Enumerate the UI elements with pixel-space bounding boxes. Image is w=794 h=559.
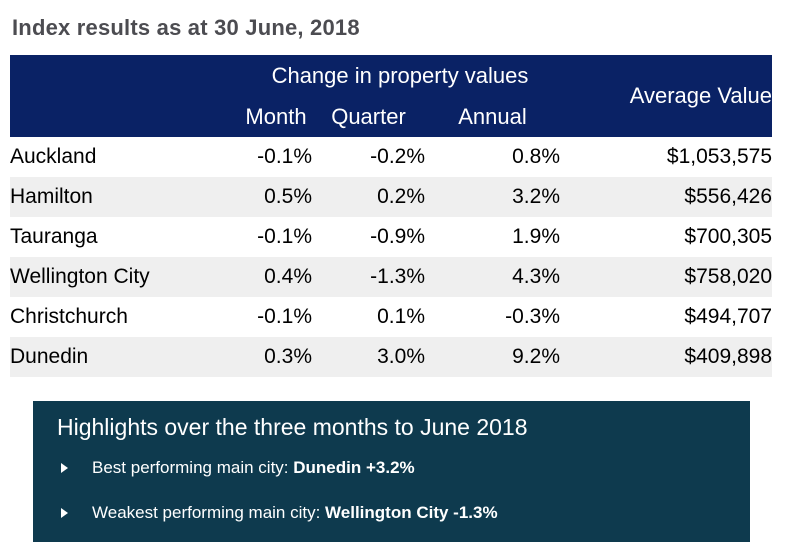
- table-body: Auckland -0.1% -0.2% 0.8% $1,053,575 Hamilton…: [10, 137, 772, 377]
- month-cell: 0.4%: [240, 257, 312, 297]
- highlight-bold-value: Wellington City -1.3%: [325, 503, 498, 522]
- average-value-cell: $1,053,575: [560, 137, 772, 177]
- highlights-list: Best performing main city: Dunedin +3.2%…: [57, 458, 740, 523]
- quarter-cell: -0.9%: [312, 217, 425, 257]
- quarter-cell: 0.1%: [312, 297, 425, 337]
- city-cell: Hamilton: [10, 177, 240, 217]
- annual-cell: 9.2%: [425, 337, 560, 377]
- highlight-item: Weakest performing main city: Wellington…: [61, 503, 740, 523]
- table-row: Wellington City 0.4% -1.3% 4.3% $758,020: [10, 257, 772, 297]
- average-value-cell: $700,305: [560, 217, 772, 257]
- report-page: Index results as at 30 June, 2018 Change…: [0, 15, 794, 542]
- annual-cell: 4.3%: [425, 257, 560, 297]
- group-header-row: Change in property values Average Value: [10, 55, 772, 137]
- bullet-triangle-icon: [61, 508, 68, 518]
- annual-cell: 3.2%: [425, 177, 560, 217]
- highlight-bold-value: Dunedin +3.2%: [293, 458, 415, 477]
- highlight-text: Weakest performing main city: Wellington…: [92, 503, 498, 522]
- month-cell: -0.1%: [240, 217, 312, 257]
- table-row: Hamilton 0.5% 0.2% 3.2% $556,426: [10, 177, 772, 217]
- column-header-quarter: Quarter: [312, 96, 425, 137]
- column-group-header: Change in property values: [240, 55, 560, 96]
- city-cell: Wellington City: [10, 257, 240, 297]
- annual-cell: 1.9%: [425, 217, 560, 257]
- table-row: Tauranga -0.1% -0.9% 1.9% $700,305: [10, 217, 772, 257]
- index-results-table: Change in property values Average Value …: [10, 55, 772, 377]
- quarter-cell: 0.2%: [312, 177, 425, 217]
- city-cell: Dunedin: [10, 337, 240, 377]
- sub-header-row: Month Quarter Annual: [10, 96, 772, 137]
- column-header-average-value: Average Value: [560, 55, 772, 137]
- column-header-month: Month: [240, 96, 312, 137]
- highlights-panel: Highlights over the three months to June…: [33, 401, 750, 542]
- table-row: Dunedin 0.3% 3.0% 9.2% $409,898: [10, 337, 772, 377]
- bullet-triangle-icon: [61, 463, 68, 473]
- city-cell: Tauranga: [10, 217, 240, 257]
- city-cell: Christchurch: [10, 297, 240, 337]
- annual-cell: 0.8%: [425, 137, 560, 177]
- column-header-annual: Annual: [425, 96, 560, 137]
- month-cell: -0.1%: [240, 297, 312, 337]
- average-value-cell: $758,020: [560, 257, 772, 297]
- average-value-cell: $409,898: [560, 337, 772, 377]
- highlights-heading: Highlights over the three months to June…: [57, 414, 528, 440]
- corner-cell: [10, 55, 240, 137]
- month-cell: 0.5%: [240, 177, 312, 217]
- highlight-text: Best performing main city: Dunedin +3.2%: [92, 458, 415, 477]
- city-cell: Auckland: [10, 137, 240, 177]
- table-row: Auckland -0.1% -0.2% 0.8% $1,053,575: [10, 137, 772, 177]
- quarter-cell: 3.0%: [312, 337, 425, 377]
- average-value-cell: $494,707: [560, 297, 772, 337]
- highlight-item: Best performing main city: Dunedin +3.2%: [61, 458, 740, 478]
- average-value-cell: $556,426: [560, 177, 772, 217]
- month-cell: -0.1%: [240, 137, 312, 177]
- table-row: Christchurch -0.1% 0.1% -0.3% $494,707: [10, 297, 772, 337]
- quarter-cell: -1.3%: [312, 257, 425, 297]
- month-cell: 0.3%: [240, 337, 312, 377]
- annual-cell: -0.3%: [425, 297, 560, 337]
- page-title: Index results as at 30 June, 2018: [12, 15, 360, 40]
- table-header: Change in property values Average Value …: [10, 55, 772, 137]
- quarter-cell: -0.2%: [312, 137, 425, 177]
